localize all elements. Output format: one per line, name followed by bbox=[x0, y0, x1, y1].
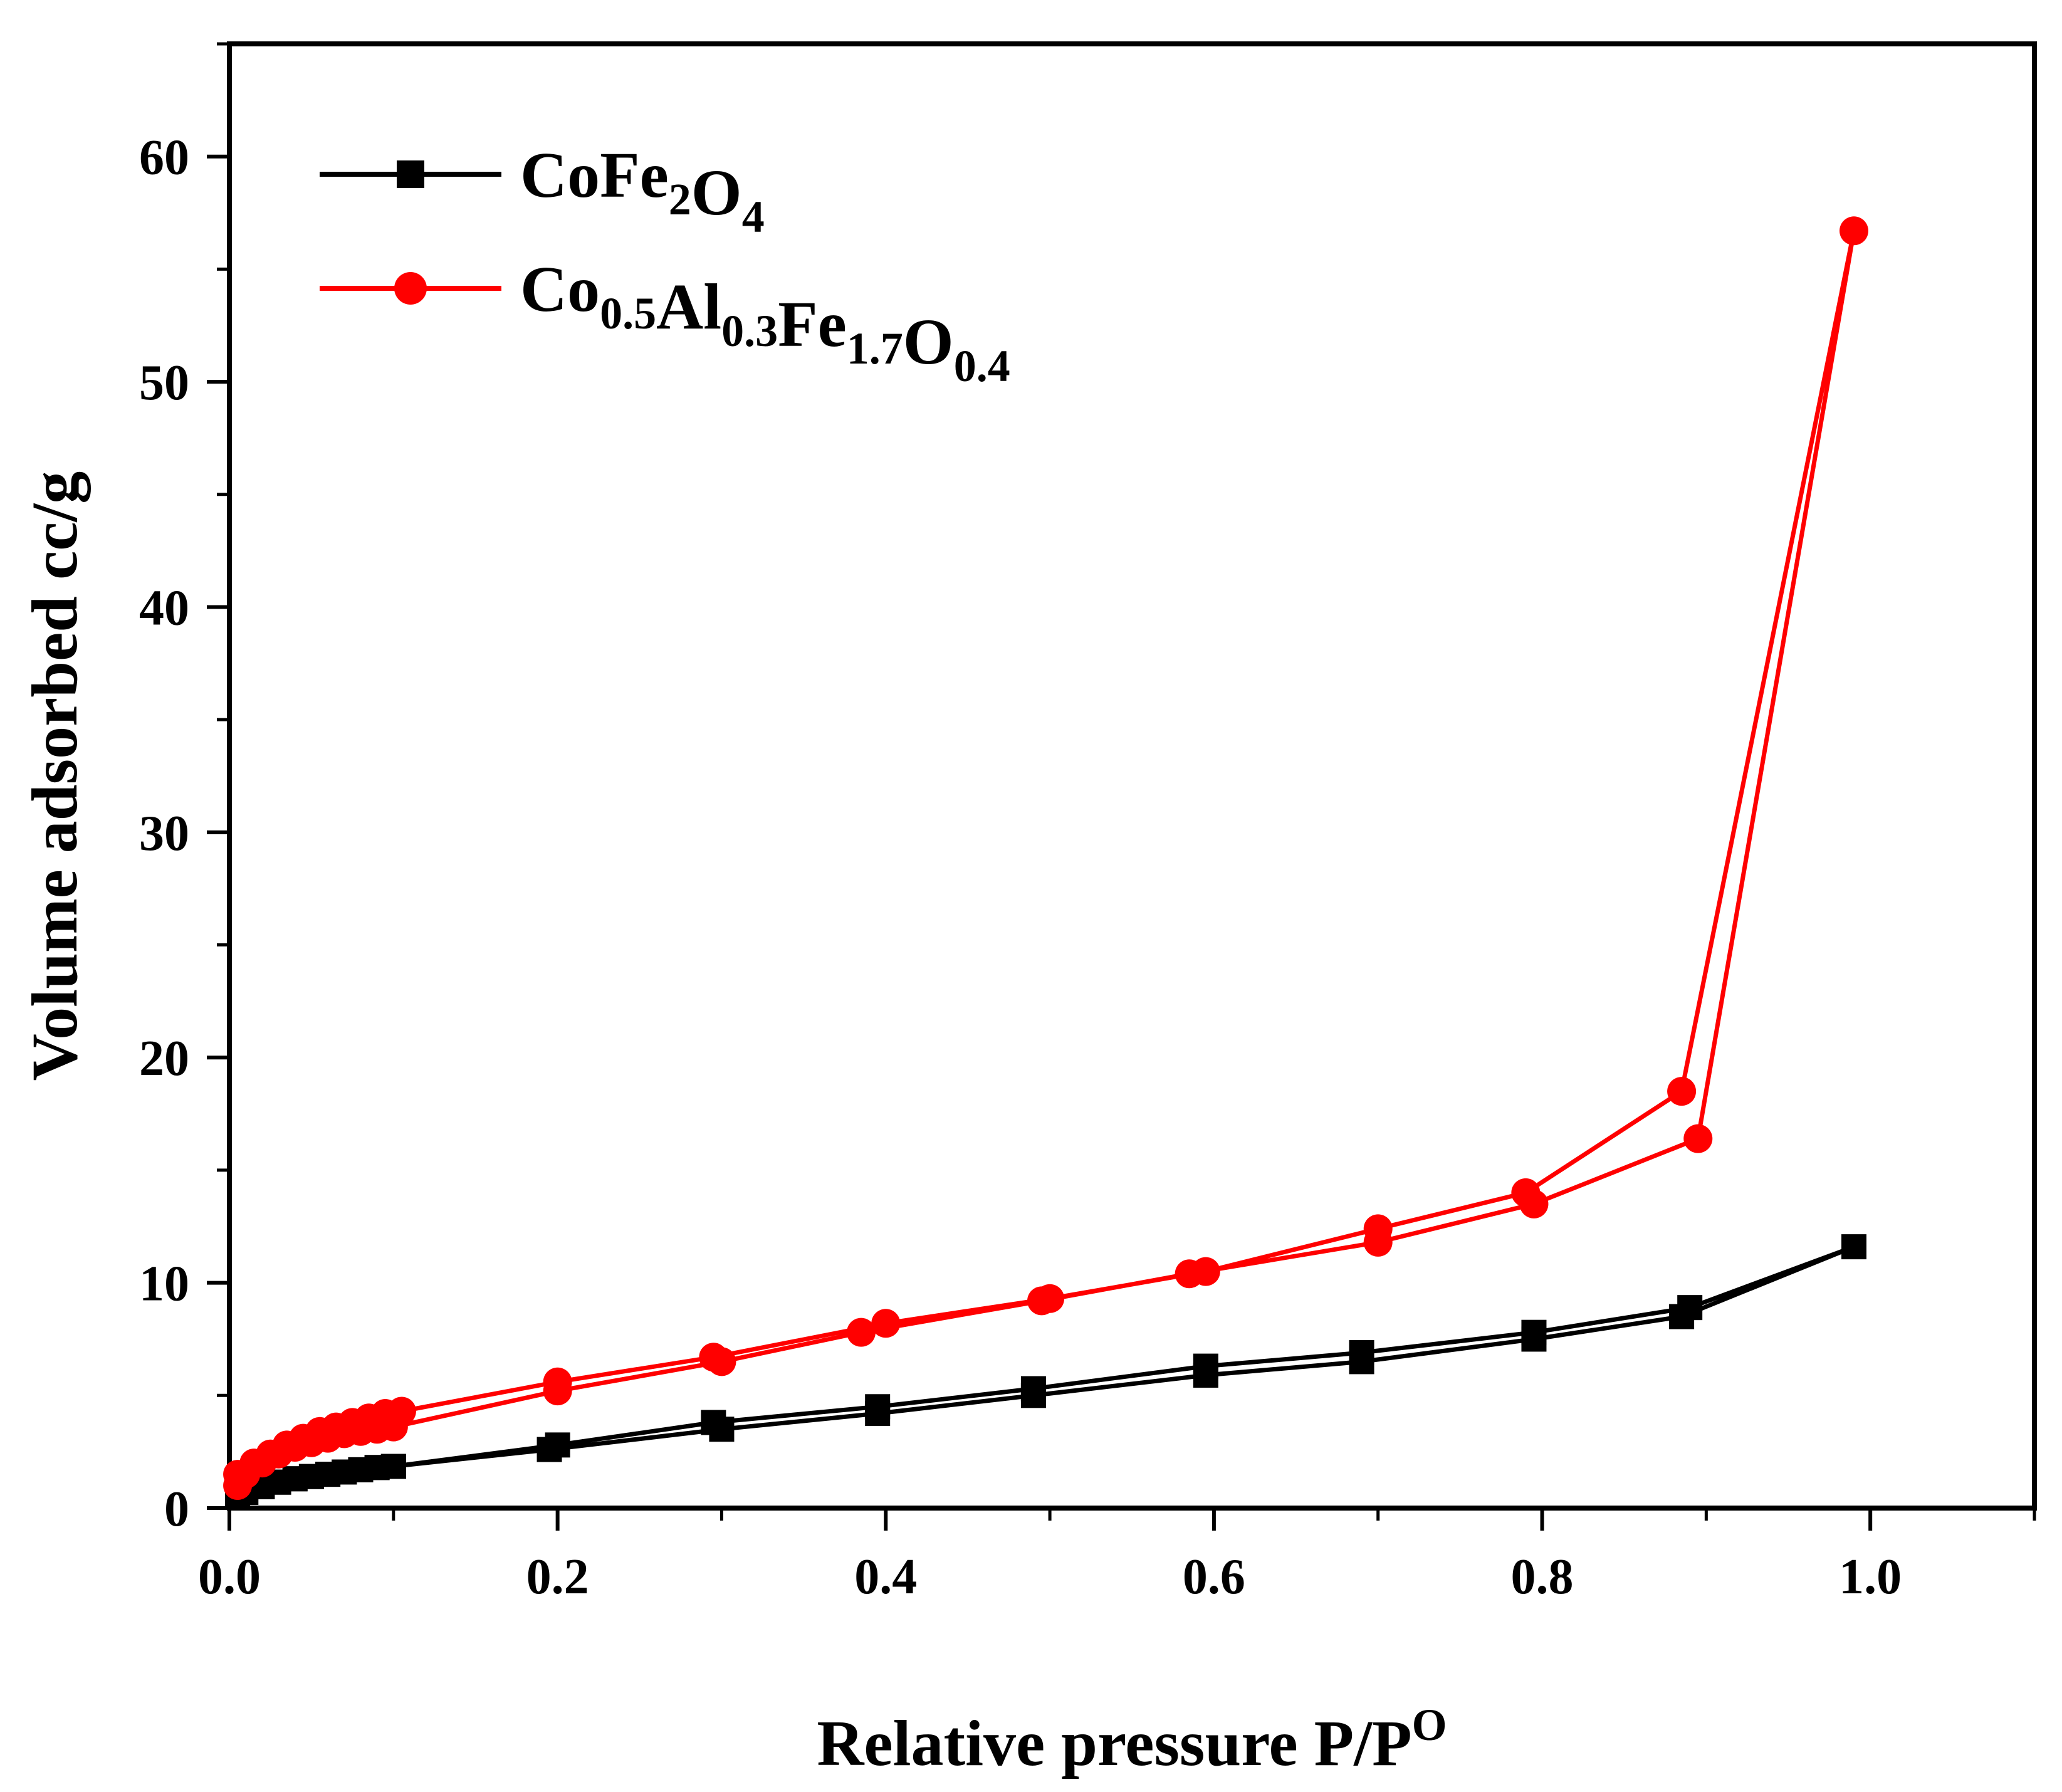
x-tick-label: 0.2 bbox=[526, 1549, 589, 1605]
series-line bbox=[236, 1244, 1856, 1499]
plot-frame-border bbox=[227, 41, 2037, 1511]
data-point bbox=[1677, 1295, 1703, 1321]
data-point bbox=[1521, 1319, 1547, 1345]
legend-item: Co0.5Al0.3Fe1.7O0.4 bbox=[320, 253, 1010, 391]
legend-item: CoFe2O4 bbox=[320, 139, 765, 242]
data-point bbox=[1511, 1178, 1541, 1207]
data-point bbox=[543, 1367, 572, 1396]
legend-label-subscript: 2 bbox=[669, 174, 691, 224]
x-tick-label: 0.8 bbox=[1511, 1549, 1574, 1605]
data-point bbox=[545, 1432, 570, 1458]
data-point bbox=[701, 1410, 726, 1435]
y-tick-label: 40 bbox=[139, 580, 189, 636]
data-point bbox=[1363, 1214, 1393, 1244]
legend-label-part: Al bbox=[656, 271, 721, 343]
legend-label-subscript: 0.3 bbox=[721, 306, 778, 356]
y-tick-label: 20 bbox=[139, 1031, 189, 1086]
x-axis-title-superscript: O bbox=[1412, 1700, 1447, 1750]
legend-label-part: CoFe bbox=[520, 139, 669, 211]
y-tick-label: 30 bbox=[139, 806, 189, 861]
plot-frame bbox=[227, 41, 2037, 1511]
legend-label-part: O bbox=[691, 157, 742, 229]
data-point bbox=[865, 1394, 891, 1420]
x-tick-label: 0.6 bbox=[1183, 1549, 1245, 1605]
data-point bbox=[223, 1460, 253, 1489]
series-co-al-fe-o bbox=[223, 216, 1868, 1501]
legend-label: Co0.5Al0.3Fe1.7O0.4 bbox=[520, 253, 1010, 391]
x-axis-title-text: Relative pressure P/P bbox=[817, 1707, 1411, 1779]
legend-label-subscript: 4 bbox=[742, 192, 765, 242]
y-tick-label: 60 bbox=[139, 130, 189, 186]
legend-swatch-marker bbox=[397, 160, 424, 188]
y-tick-label: 0 bbox=[164, 1482, 189, 1537]
data-point bbox=[1841, 1234, 1866, 1260]
legend-label-subscript: 1.7 bbox=[847, 323, 903, 374]
y-axis-title: Volume adsorbed cc/g bbox=[19, 471, 91, 1081]
legend-label-subscript: 0.4 bbox=[954, 341, 1010, 391]
data-point bbox=[847, 1318, 876, 1347]
legend-label: CoFe2O4 bbox=[520, 139, 765, 242]
data-point bbox=[1667, 1077, 1697, 1106]
x-tick-label: 0.0 bbox=[198, 1549, 261, 1605]
y-tick-label: 50 bbox=[139, 355, 189, 411]
data-point bbox=[1191, 1257, 1220, 1286]
x-tick-label: 1.0 bbox=[1839, 1549, 1902, 1605]
legend-label-subscript: 0.5 bbox=[600, 288, 656, 338]
data-point bbox=[871, 1309, 901, 1338]
data-point bbox=[699, 1343, 728, 1372]
data-point bbox=[1349, 1340, 1374, 1366]
y-tick-label: 10 bbox=[139, 1257, 189, 1312]
data-point bbox=[1035, 1284, 1065, 1313]
x-axis-title: Relative pressure P/PO bbox=[817, 1700, 1447, 1779]
axis-ticks: 0.0 0.2 0.4 0.6 0.8 1.0 0 10 20 30 40 50 60 bbox=[139, 42, 2036, 1605]
legend-label-part: O bbox=[903, 306, 954, 378]
series-cofe2o4 bbox=[225, 1234, 1866, 1510]
legend-swatch-marker bbox=[394, 272, 427, 305]
data-point bbox=[1840, 216, 1868, 246]
x-tick-label: 0.4 bbox=[854, 1549, 917, 1605]
data-point bbox=[1020, 1376, 1046, 1402]
data-point bbox=[1193, 1353, 1218, 1379]
series-layer bbox=[223, 216, 1868, 1510]
data-point bbox=[1683, 1124, 1713, 1153]
legend-label-part: Fe bbox=[778, 288, 847, 360]
legend-label-part: Co bbox=[520, 253, 600, 325]
